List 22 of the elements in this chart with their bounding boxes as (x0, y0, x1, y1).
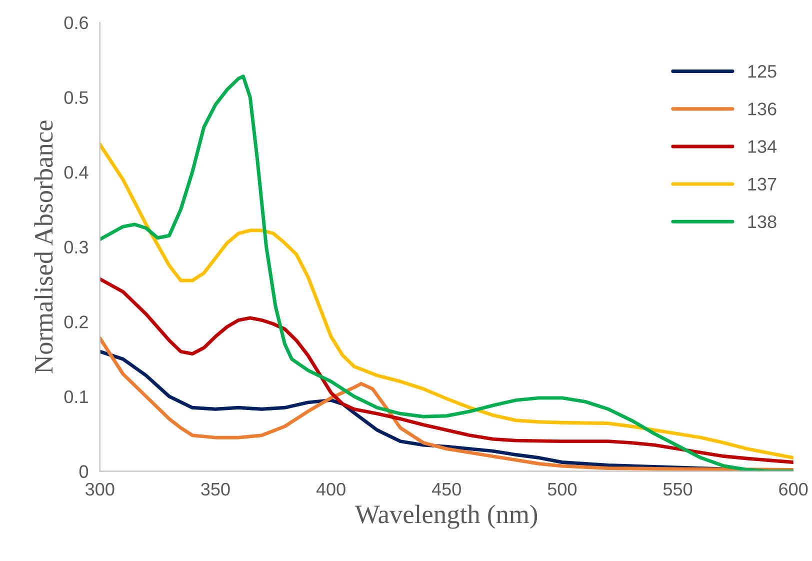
legend-label: 134 (748, 140, 777, 153)
x-axis-title: Wavelength (nm) (354, 504, 538, 529)
x-tick-label: 450 (432, 482, 461, 496)
y-tick-label: 0.6 (64, 16, 88, 30)
line-series (100, 277, 794, 464)
legend-label: 138 (748, 215, 776, 228)
legend-label: 125 (748, 64, 776, 78)
x-tick-label: 600 (779, 482, 808, 496)
y-tick-label: 0.3 (64, 240, 88, 254)
y-axis-title: Normalised Absorbance (34, 120, 53, 374)
y-tick-label: 0.5 (64, 91, 88, 104)
x-tick-label: 500 (548, 482, 577, 496)
x-tick-label: 300 (86, 482, 114, 496)
y-tick-label: 0.1 (64, 390, 88, 404)
y-tick-label: 0 (79, 465, 88, 478)
x-tick-label: 400 (316, 482, 346, 496)
legend-label: 136 (748, 102, 776, 116)
legend-label: 137 (748, 178, 776, 191)
x-tick-label: 550 (663, 482, 692, 496)
x-tick-label: 350 (201, 482, 230, 496)
y-tick-label: 0.2 (64, 316, 88, 328)
y-tick-label: 0.4 (64, 166, 88, 179)
